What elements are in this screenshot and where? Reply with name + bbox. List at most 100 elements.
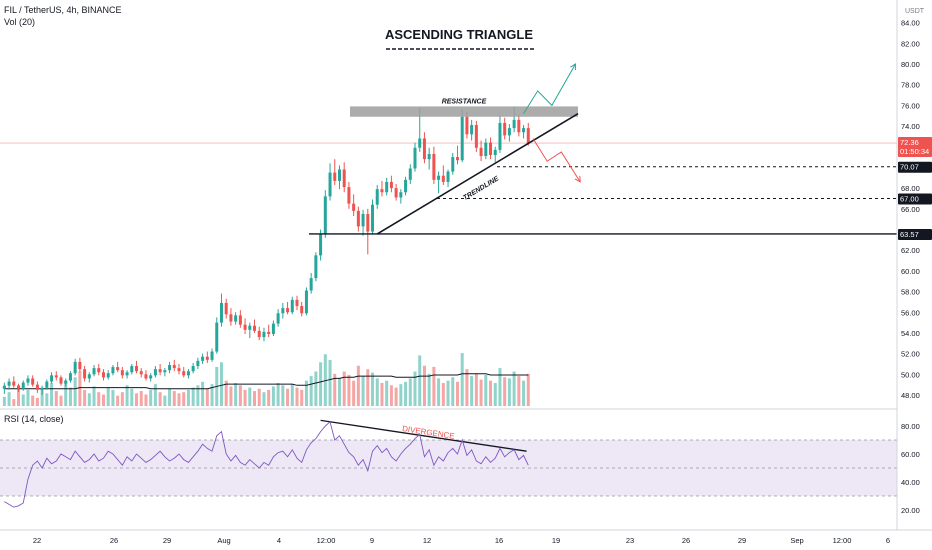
volume-legend[interactable]: Vol (20) (4, 17, 35, 27)
candle-down[interactable] (422, 138, 426, 160)
candle-up[interactable] (7, 381, 11, 386)
candle-up[interactable] (149, 375, 153, 379)
candle-down[interactable] (432, 153, 436, 180)
candle-up[interactable] (92, 368, 96, 375)
candle-down[interactable] (286, 308, 290, 313)
candle-up[interactable] (210, 351, 214, 360)
candle-down[interactable] (78, 361, 82, 370)
candle-down[interactable] (172, 365, 176, 369)
candle-up[interactable] (375, 189, 379, 205)
candle-down[interactable] (139, 371, 143, 375)
candle-up[interactable] (2, 385, 6, 389)
candle-down[interactable] (366, 213, 370, 232)
symbol-legend[interactable]: FIL / TetherUS, 4h, BINANCE (4, 5, 122, 15)
candle-down[interactable] (243, 324, 247, 330)
candle-up[interactable] (418, 138, 422, 148)
candle-up[interactable] (319, 233, 323, 256)
candle-down[interactable] (116, 367, 120, 371)
candle-down[interactable] (503, 122, 507, 136)
candle-up[interactable] (215, 322, 219, 352)
candle-down[interactable] (356, 210, 360, 227)
candle-up[interactable] (323, 196, 327, 234)
candle-down[interactable] (474, 125, 478, 148)
candle-up[interactable] (427, 153, 431, 160)
candle-up[interactable] (446, 171, 450, 182)
candle-down[interactable] (205, 356, 209, 360)
candle-down[interactable] (380, 189, 384, 193)
resistance-zone[interactable] (350, 106, 578, 117)
bullish-projection-arrow[interactable] (523, 63, 576, 114)
candle-up[interactable] (309, 278, 313, 291)
divergence-line[interactable] (320, 419, 527, 452)
candle-down[interactable] (135, 366, 139, 372)
candle-down[interactable] (352, 203, 356, 211)
candle-up[interactable] (262, 331, 266, 338)
candle-up[interactable] (191, 366, 195, 372)
candle-down[interactable] (35, 384, 39, 390)
time-axis[interactable]: 22 26 29 Aug 4 12:00 9 12 16 19 23 26 29 Sep 12:00 6 (33, 536, 890, 545)
candle-down[interactable] (158, 369, 162, 373)
candle-up[interactable] (371, 204, 375, 232)
candle-up[interactable] (73, 361, 77, 374)
candle-up[interactable] (437, 175, 441, 180)
candle-down[interactable] (295, 299, 299, 307)
candle-up[interactable] (328, 172, 332, 197)
price-axis[interactable]: 84.0082.0080.0078.0076.0074.0070.0068.00… (901, 19, 920, 400)
candle-down[interactable] (229, 314, 233, 322)
candle-down[interactable] (97, 368, 101, 373)
candle-down[interactable] (455, 157, 459, 161)
candle-up[interactable] (45, 381, 49, 388)
candle-up[interactable] (50, 375, 54, 382)
candle-down[interactable] (59, 377, 63, 384)
candle-up[interactable] (276, 313, 280, 324)
candle-down[interactable] (342, 169, 346, 188)
candle-up[interactable] (522, 128, 526, 133)
candle-up[interactable] (470, 125, 474, 135)
candle-down[interactable] (238, 315, 242, 325)
candle-down[interactable] (83, 369, 87, 379)
candle-down[interactable] (101, 372, 105, 378)
candle-up[interactable] (281, 308, 285, 314)
candle-down[interactable] (182, 371, 186, 376)
candle-up[interactable] (314, 255, 318, 279)
candle-up[interactable] (460, 116, 464, 161)
rsi-legend[interactable]: RSI (14, close) (4, 414, 64, 424)
candle-up[interactable] (304, 290, 308, 314)
candle-down[interactable] (300, 306, 304, 314)
candle-up[interactable] (201, 356, 205, 361)
rsi-axis[interactable]: 80.00 60.00 40.00 20.00 (901, 422, 920, 515)
candle-down[interactable] (347, 187, 351, 204)
candle-up[interactable] (234, 315, 238, 322)
candle-up[interactable] (408, 168, 412, 180)
candle-down[interactable] (526, 128, 530, 144)
candle-up[interactable] (507, 128, 511, 136)
candle-up[interactable] (404, 179, 408, 193)
candle-up[interactable] (21, 382, 25, 389)
candle-down[interactable] (54, 375, 58, 378)
candle-up[interactable] (106, 373, 110, 378)
candle-up[interactable] (493, 149, 497, 156)
bearish-projection-arrow[interactable] (532, 138, 581, 183)
trendline[interactable] (376, 112, 579, 235)
candle-down[interactable] (144, 374, 148, 379)
candle-down[interactable] (394, 188, 398, 198)
candle-down[interactable] (267, 331, 271, 334)
candle-down[interactable] (31, 378, 35, 385)
candle-up[interactable] (451, 157, 455, 172)
candle-up[interactable] (196, 360, 200, 367)
candle-up[interactable] (125, 372, 129, 376)
candle-down[interactable] (120, 370, 124, 376)
candle-up[interactable] (512, 119, 516, 129)
candle-up[interactable] (271, 323, 275, 334)
candle-down[interactable] (224, 302, 228, 315)
candle-down[interactable] (465, 116, 469, 135)
candle-down[interactable] (479, 147, 483, 157)
candlesticks[interactable] (2, 106, 530, 395)
candle-up[interactable] (385, 181, 389, 193)
candle-down[interactable] (389, 181, 393, 189)
candle-up[interactable] (163, 370, 167, 373)
candle-up[interactable] (248, 325, 252, 330)
candle-up[interactable] (153, 369, 157, 376)
candle-up[interactable] (87, 374, 91, 379)
